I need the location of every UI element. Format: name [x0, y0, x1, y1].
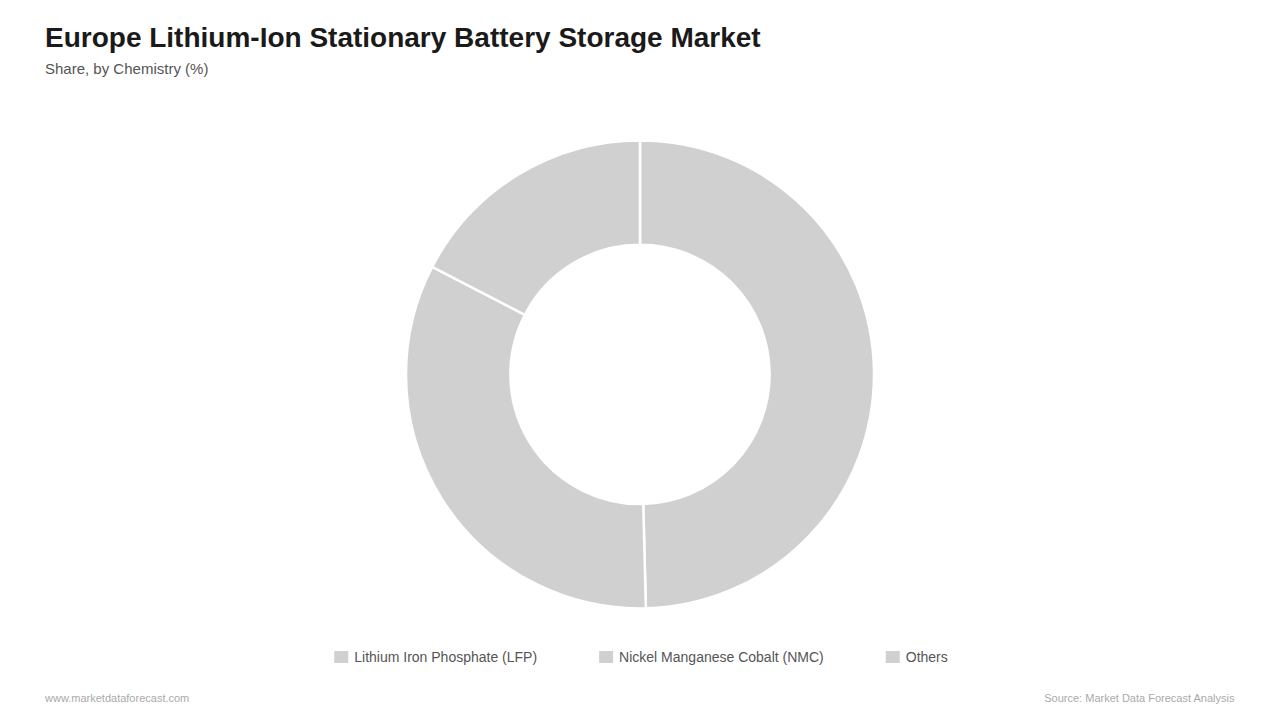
- svg-text:Share, by Chemistry (%): Share, by Chemistry (%): [45, 60, 208, 77]
- svg-text:Source: Market Data Forecast A: Source: Market Data Forecast Analysis: [1044, 692, 1235, 704]
- svg-text:Nickel Manganese Cobalt (NMC): Nickel Manganese Cobalt (NMC): [619, 649, 824, 665]
- svg-text:Others: Others: [906, 649, 948, 665]
- svg-text:Europe Lithium-Ion Stationary: Europe Lithium-Ion Stationary Battery St…: [45, 22, 761, 53]
- svg-text:www.marketdataforecast.com: www.marketdataforecast.com: [44, 692, 189, 704]
- svg-text:Lithium Iron Phosphate (LFP): Lithium Iron Phosphate (LFP): [354, 649, 537, 665]
